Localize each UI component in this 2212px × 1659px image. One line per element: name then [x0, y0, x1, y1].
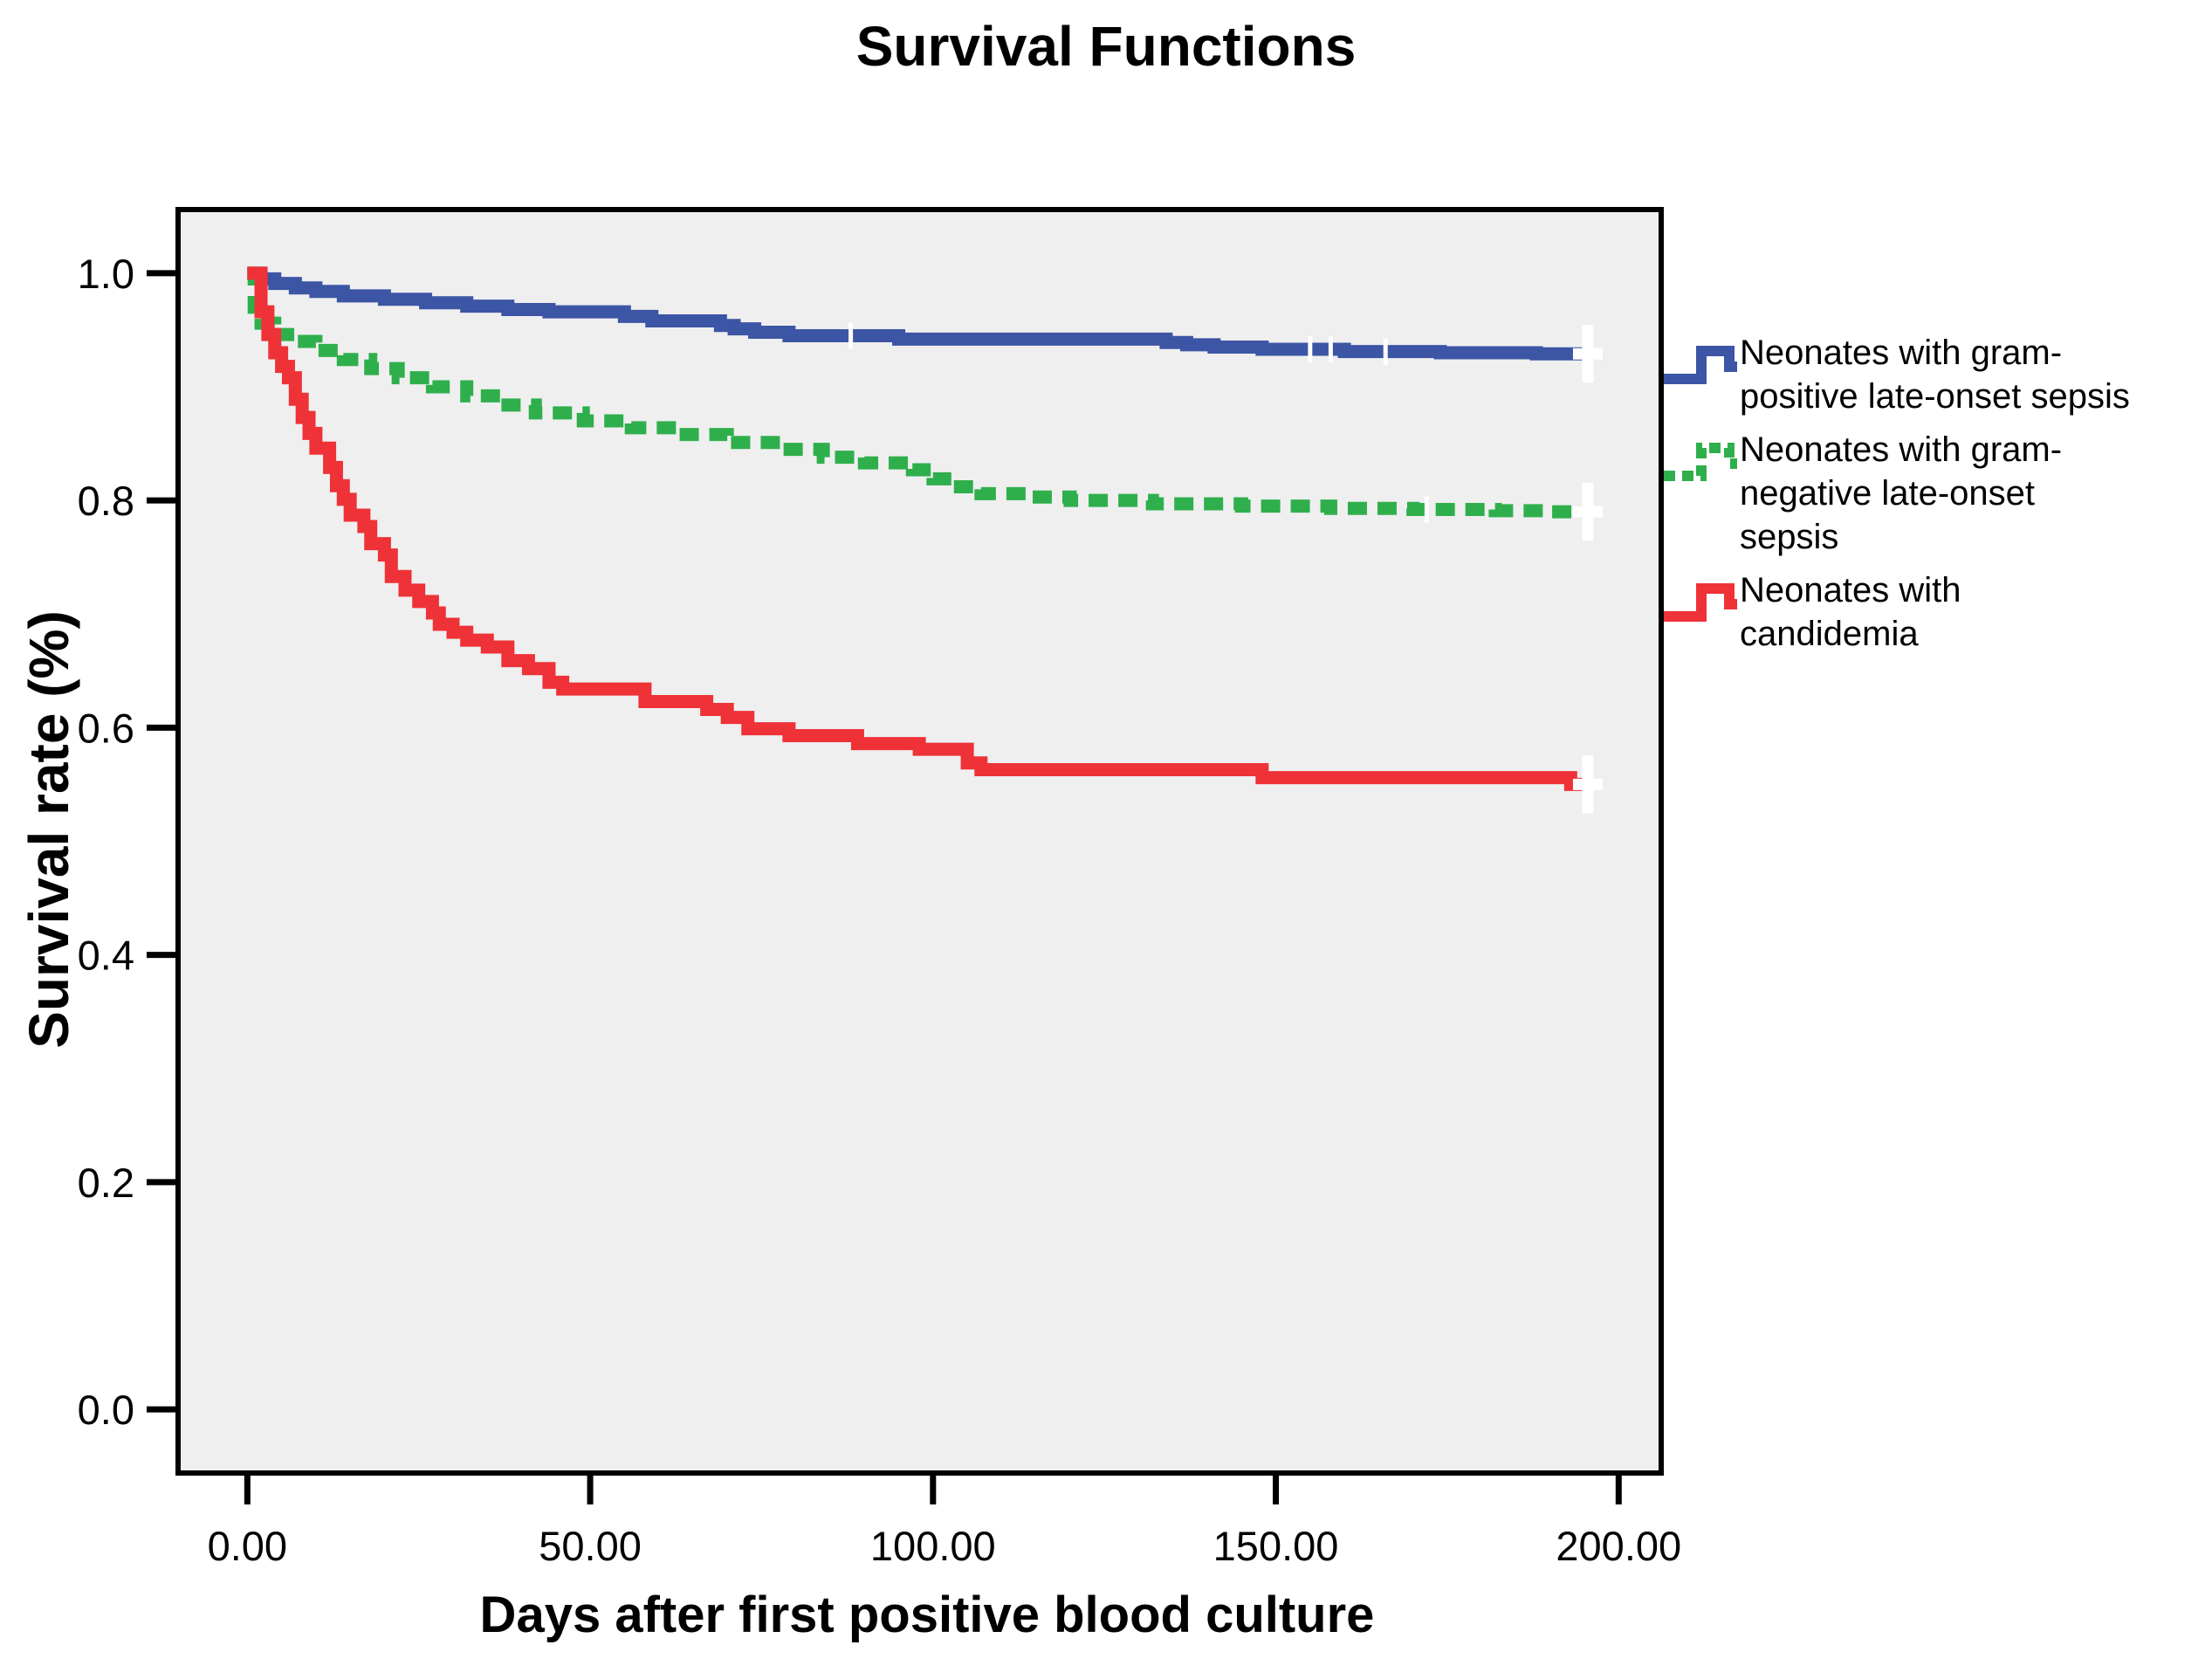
chart-title: Survival Functions	[855, 15, 1357, 78]
legend-key-line-2	[1664, 583, 1737, 622]
x-tick-label: 150.00	[1213, 1523, 1339, 1569]
legend-entry-2: Neonates with candidemia	[1661, 568, 2207, 656]
legend-entry-0: Neonates with gram-positive late-onset s…	[1661, 331, 2207, 418]
legend: Neonates with gram-positive late-onset s…	[1661, 331, 2207, 665]
survival-curve-1	[247, 266, 1588, 519]
y-tick-label: 0.0	[78, 1387, 134, 1433]
x-tick-label: 100.00	[870, 1523, 996, 1569]
y-tick-label: 0.8	[78, 478, 134, 524]
legend-key-step-icon-2	[1664, 583, 1737, 622]
x-tick-label: 0.00	[208, 1523, 287, 1569]
legend-label-0: Neonates with gram-positive late-onset s…	[1740, 331, 2130, 418]
y-tick-label: 1.0	[78, 251, 134, 297]
legend-key-step-icon-0	[1664, 346, 1737, 384]
legend-label-line: Neonates with gram-	[1740, 430, 2063, 469]
legend-label-line: Neonates with	[1740, 571, 1961, 609]
legend-entry-1: Neonates with gram-negative late-onset se…	[1661, 428, 2207, 559]
legend-label-line: positive late-onset sepsis	[1740, 377, 2130, 416]
legend-label-1: Neonates with gram-negative late-onset se…	[1740, 428, 2062, 559]
legend-key-step-icon-1	[1664, 443, 1737, 481]
x-tick-label: 50.00	[539, 1523, 642, 1569]
legend-label-line: sepsis	[1740, 518, 1839, 556]
plot-background	[178, 210, 1661, 1473]
survival-curve-2	[247, 266, 1588, 791]
plot-border	[175, 207, 1664, 1476]
legend-key-line-0	[1664, 346, 1737, 384]
legend-label-line: Neonates with gram-	[1740, 334, 2063, 372]
x-tick-label: 200.00	[1556, 1523, 1681, 1569]
legend-label-2: Neonates with candidemia	[1740, 568, 1961, 656]
legend-label-line: negative late-onset	[1740, 474, 2036, 513]
legend-label-line: candidemia	[1740, 615, 1919, 653]
survival-curve-0	[247, 266, 1588, 361]
y-tick-label: 0.2	[78, 1160, 134, 1206]
y-tick-label: 0.4	[78, 933, 134, 979]
legend-key-line-1	[1664, 443, 1737, 481]
x-axis-title: Days after first positive blood culture	[479, 1587, 1375, 1643]
y-tick-label: 0.6	[78, 705, 134, 751]
